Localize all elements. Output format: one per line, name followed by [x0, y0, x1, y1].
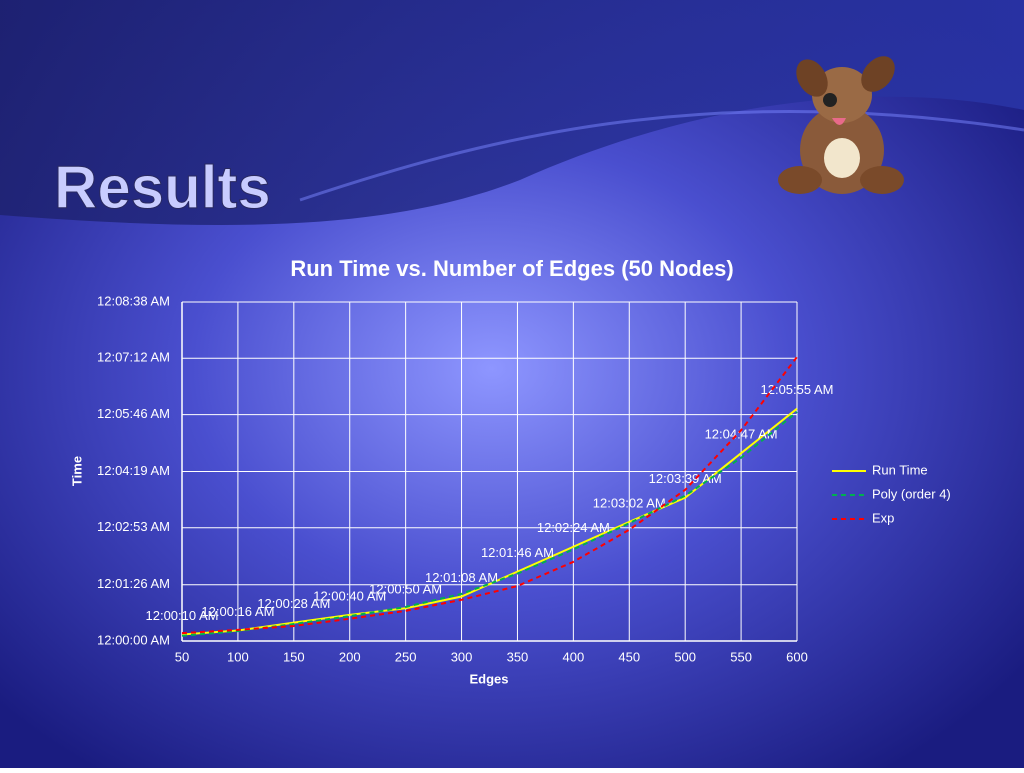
x-axis-label: Edges: [469, 671, 508, 686]
series-line: [181, 411, 798, 637]
header-wave: [0, 0, 1024, 226]
series-line: [181, 407, 798, 636]
legend-label: Run Time: [872, 462, 928, 477]
dog-illustration: [778, 56, 904, 194]
data-label: 12:01:08 AM: [425, 570, 498, 585]
x-tick-label: 450: [618, 649, 640, 664]
x-tick-label: 600: [786, 649, 808, 664]
series-line: [181, 356, 798, 635]
chart-title: Run Time vs. Number of Edges (50 Nodes): [290, 256, 733, 281]
y-tick-label: 12:07:12 AM: [97, 350, 170, 365]
data-label: 12:00:40 AM: [313, 588, 386, 603]
x-tick-label: 400: [563, 649, 585, 664]
x-tick-label: 100: [227, 649, 249, 664]
x-tick-label: 550: [730, 649, 752, 664]
y-tick-label: 12:08:38 AM: [97, 293, 170, 308]
data-label: 12:05:55 AM: [761, 382, 834, 397]
data-label: 12:00:16 AM: [201, 604, 274, 619]
x-tick-label: 500: [674, 649, 696, 664]
data-label: 12:00:10 AM: [146, 608, 219, 623]
data-label: 12:00:28 AM: [257, 596, 330, 611]
data-label: 12:00:50 AM: [369, 582, 442, 597]
data-label: 12:03:02 AM: [593, 495, 666, 510]
x-tick-label: 50: [175, 649, 189, 664]
data-label: 12:02:24 AM: [537, 520, 610, 535]
x-tick-label: 300: [451, 649, 473, 664]
x-tick-label: 150: [283, 649, 305, 664]
y-tick-label: 12:05:46 AM: [97, 406, 170, 421]
y-tick-label: 12:01:26 AM: [97, 576, 170, 591]
y-axis-label: Time: [69, 456, 84, 486]
y-tick-label: 12:04:19 AM: [97, 463, 170, 478]
x-tick-label: 200: [339, 649, 361, 664]
slide-title: Results: [54, 154, 271, 221]
wave-line: [299, 109, 1024, 202]
legend-label: Poly (order 4): [872, 486, 951, 501]
x-tick-label: 350: [507, 649, 529, 664]
data-label: 12:01:46 AM: [481, 545, 554, 560]
legend-label: Exp: [872, 510, 894, 525]
x-tick-label: 250: [395, 649, 417, 664]
data-label: 12:04:47 AM: [705, 427, 778, 442]
y-tick-label: 12:00:00 AM: [97, 632, 170, 647]
y-tick-label: 12:02:53 AM: [97, 519, 170, 534]
